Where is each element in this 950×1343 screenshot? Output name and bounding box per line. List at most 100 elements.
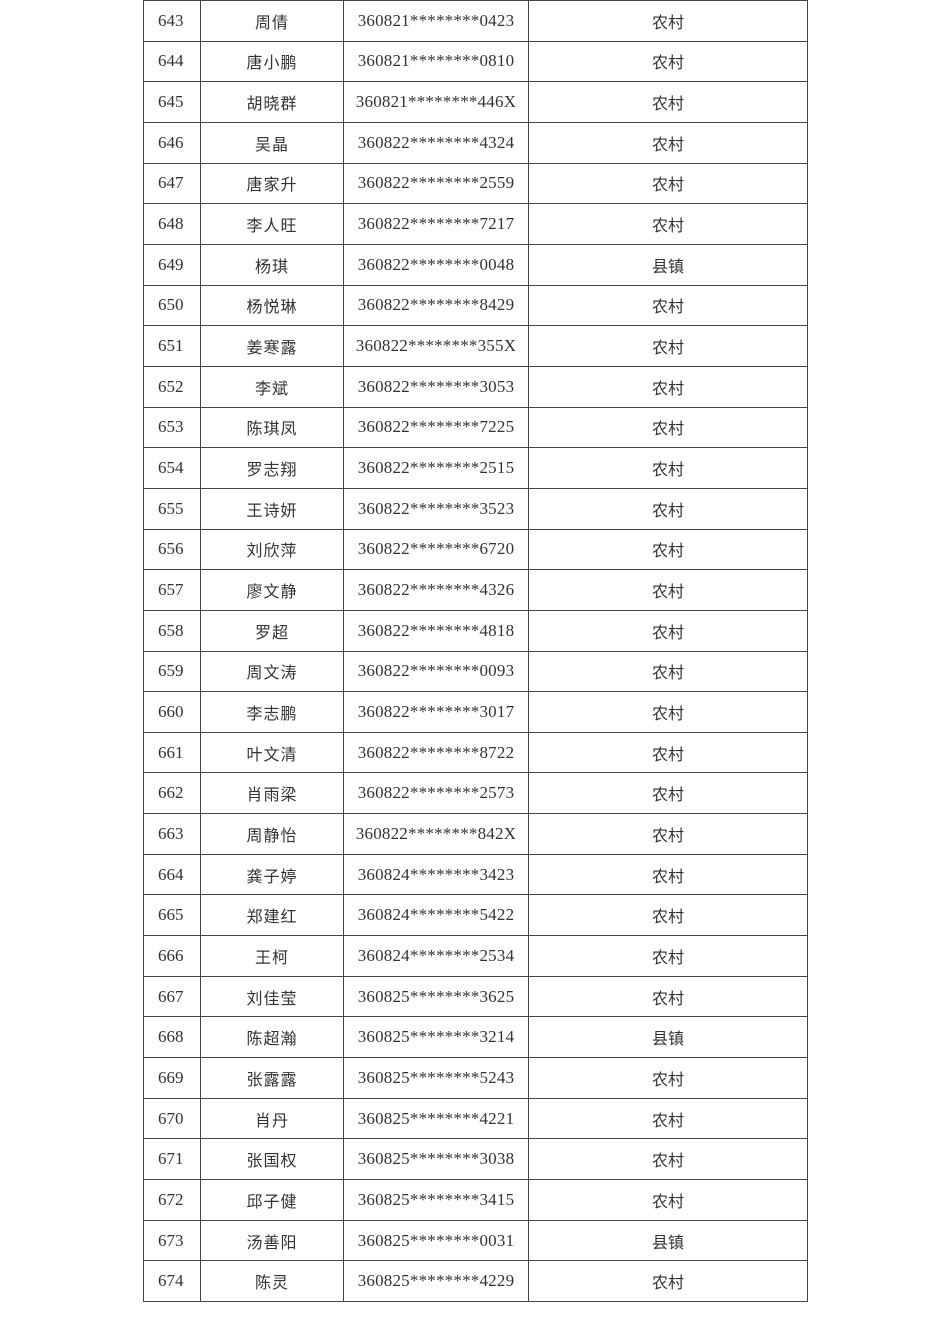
name-cell: 肖丹: [200, 1097, 344, 1140]
name-cell: 李斌: [200, 365, 344, 408]
id-number-cell: 360825********4229: [343, 1260, 529, 1302]
id-number-cell: 360822********4326: [343, 569, 529, 611]
name-cell: 张露露: [200, 1057, 344, 1099]
name-cell: 罗志翔: [200, 447, 344, 489]
household-type-cell: 农村: [528, 0, 808, 42]
roster-table-body: 643 周倩 360821********0423 农村 644 唐小鹏 360821***…: [143, 0, 808, 1302]
table-row: 668 陈超瀚 360825********3214 县镇: [143, 1016, 808, 1059]
name-cell: 吴晶: [200, 121, 344, 164]
table-row: 663 周静怡 360822********842X 农村: [143, 813, 808, 855]
name-cell: 周文涛: [200, 650, 344, 693]
name-cell: 张国权: [200, 1138, 344, 1181]
household-type-cell: 农村: [528, 447, 808, 489]
id-number-cell: 360822********8429: [343, 284, 529, 327]
name-cell: 陈超瀚: [200, 1016, 344, 1059]
id-number-cell: 360825********0031: [343, 1219, 529, 1262]
row-number-cell: 673: [143, 1219, 201, 1262]
row-number-cell: 663: [143, 813, 201, 855]
name-cell: 叶文清: [200, 731, 344, 774]
row-number-cell: 649: [143, 243, 201, 286]
table-row: 647 唐家升 360822********2559 农村: [143, 162, 808, 205]
table-row: 657 廖文静 360822********4326 农村: [143, 569, 808, 611]
table-row: 672 邱子健 360825********3415 农村: [143, 1179, 808, 1221]
household-type-cell: 县镇: [528, 243, 808, 286]
row-number-cell: 660: [143, 691, 201, 733]
row-number-cell: 669: [143, 1057, 201, 1099]
id-number-cell: 360822********0048: [343, 243, 529, 286]
household-type-cell: 农村: [528, 528, 808, 571]
table-row: 673 汤善阳 360825********0031 县镇: [143, 1219, 808, 1262]
id-number-cell: 360822********0093: [343, 650, 529, 693]
id-number-cell: 360822********3017: [343, 691, 529, 733]
household-type-cell: 农村: [528, 162, 808, 205]
name-cell: 李人旺: [200, 203, 344, 245]
table-row: 651 姜寒露 360822********355X 农村: [143, 325, 808, 367]
id-number-cell: 360822********7225: [343, 406, 529, 449]
id-number-cell: 360822********355X: [343, 325, 529, 367]
row-number-cell: 659: [143, 650, 201, 693]
table-row: 655 王诗妍 360822********3523 农村: [143, 487, 808, 530]
name-cell: 姜寒露: [200, 325, 344, 367]
household-type-cell: 农村: [528, 1260, 808, 1302]
name-cell: 邱子健: [200, 1179, 344, 1221]
id-number-cell: 360824********5422: [343, 894, 529, 937]
row-number-cell: 672: [143, 1179, 201, 1221]
row-number-cell: 646: [143, 121, 201, 164]
name-cell: 肖雨梁: [200, 772, 344, 815]
table-row: 649 杨琪 360822********0048 县镇: [143, 243, 808, 286]
name-cell: 龚子婷: [200, 853, 344, 896]
household-type-cell: 农村: [528, 650, 808, 693]
name-cell: 汤善阳: [200, 1219, 344, 1262]
table-row: 653 陈琪凤 360822********7225 农村: [143, 406, 808, 449]
household-type-cell: 农村: [528, 81, 808, 123]
household-type-cell: 县镇: [528, 1219, 808, 1262]
household-type-cell: 农村: [528, 853, 808, 896]
id-number-cell: 360822********7217: [343, 203, 529, 245]
name-cell: 刘欣萍: [200, 528, 344, 571]
id-number-cell: 360822********6720: [343, 528, 529, 571]
row-number-cell: 666: [143, 935, 201, 977]
household-type-cell: 农村: [528, 935, 808, 977]
table-row: 646 吴晶 360822********4324 农村: [143, 121, 808, 164]
name-cell: 李志鹏: [200, 691, 344, 733]
name-cell: 唐家升: [200, 162, 344, 205]
row-number-cell: 674: [143, 1260, 201, 1302]
household-type-cell: 农村: [528, 1097, 808, 1140]
table-row: 645 胡晓群 360821********446X 农村: [143, 81, 808, 123]
name-cell: 王柯: [200, 935, 344, 977]
household-type-cell: 农村: [528, 406, 808, 449]
roster-table: 643 周倩 360821********0423 农村 644 唐小鹏 360821***…: [143, 0, 808, 1302]
id-number-cell: 360825********4221: [343, 1097, 529, 1140]
household-type-cell: 农村: [528, 365, 808, 408]
id-number-cell: 360822********2573: [343, 772, 529, 815]
name-cell: 胡晓群: [200, 81, 344, 123]
table-row: 666 王柯 360824********2534 农村: [143, 935, 808, 977]
row-number-cell: 654: [143, 447, 201, 489]
row-number-cell: 656: [143, 528, 201, 571]
table-row: 656 刘欣萍 360822********6720 农村: [143, 528, 808, 571]
name-cell: 周倩: [200, 0, 344, 42]
table-row: 650 杨悦琳 360822********8429 农村: [143, 284, 808, 327]
table-row: 670 肖丹 360825********4221 农村: [143, 1097, 808, 1140]
id-number-cell: 360822********2515: [343, 447, 529, 489]
table-row: 667 刘佳莹 360825********3625 农村: [143, 975, 808, 1018]
name-cell: 刘佳莹: [200, 975, 344, 1018]
table-row: 674 陈灵 360825********4229 农村: [143, 1260, 808, 1302]
table-row: 659 周文涛 360822********0093 农村: [143, 650, 808, 693]
row-number-cell: 664: [143, 853, 201, 896]
household-type-cell: 农村: [528, 487, 808, 530]
household-type-cell: 农村: [528, 813, 808, 855]
id-number-cell: 360822********8722: [343, 731, 529, 774]
household-type-cell: 农村: [528, 975, 808, 1018]
id-number-cell: 360825********3214: [343, 1016, 529, 1059]
id-number-cell: 360825********3415: [343, 1179, 529, 1221]
table-row: 669 张露露 360825********5243 农村: [143, 1057, 808, 1099]
name-cell: 唐小鹏: [200, 40, 344, 83]
id-number-cell: 360825********5243: [343, 1057, 529, 1099]
row-number-cell: 651: [143, 325, 201, 367]
household-type-cell: 农村: [528, 121, 808, 164]
table-row: 648 李人旺 360822********7217 农村: [143, 203, 808, 245]
table-row: 660 李志鹏 360822********3017 农村: [143, 691, 808, 733]
row-number-cell: 645: [143, 81, 201, 123]
household-type-cell: 农村: [528, 1138, 808, 1181]
